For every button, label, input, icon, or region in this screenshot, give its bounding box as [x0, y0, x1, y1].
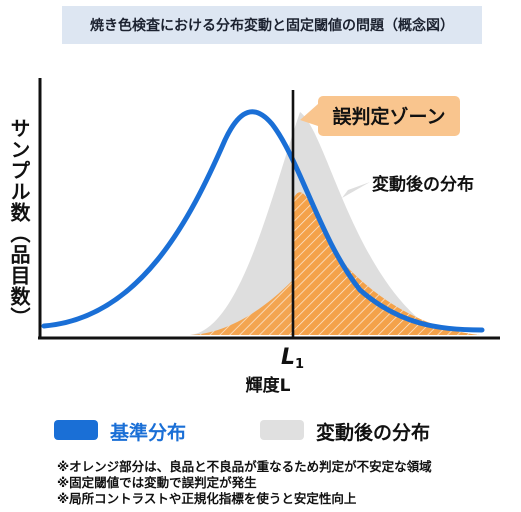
shifted-label-pointer: [342, 182, 370, 198]
misjudgment-zone-area: [293, 192, 480, 335]
y-axis-label: サンプル数（品目数）: [7, 118, 31, 328]
baseline-distribution-curve: [41, 109, 485, 333]
notes: ※オレンジ部分は、良品と不良品が重なるため判定が不安定な領域 ※固定閾値では変動…: [57, 459, 432, 507]
legend-swatch-shifted: [260, 420, 304, 440]
threshold-label: L1: [281, 345, 304, 372]
shifted-distribution-label: 変動後の分布: [372, 174, 474, 195]
x-axis-label: 輝度L: [246, 375, 291, 396]
legend-label-shifted: 変動後の分布: [316, 422, 431, 444]
legend-label-baseline: 基準分布: [110, 422, 187, 444]
shifted-distribution-area: [190, 112, 480, 335]
misjudgment-callout: 誤判定ゾーン: [300, 96, 460, 136]
note-item: ※オレンジ部分は、良品と不良品が重なるため判定が不安定な領域: [57, 459, 432, 474]
note-item: ※局所コントラストや正規化指標を使うと安定性向上: [57, 491, 357, 506]
misjudgment-zone-left: [190, 280, 293, 335]
diagram-title: 焼き色検査における分布変動と固定閾値の問題（概念図）: [62, 6, 482, 44]
threshold-label-main: L: [281, 345, 295, 370]
callout-label: 誤判定ゾーン: [332, 105, 445, 128]
threshold-label-sub: 1: [295, 357, 304, 372]
legend-swatch-baseline: [54, 420, 98, 440]
note-item: ※固定閾値では変動で誤判定が発生: [57, 475, 257, 490]
